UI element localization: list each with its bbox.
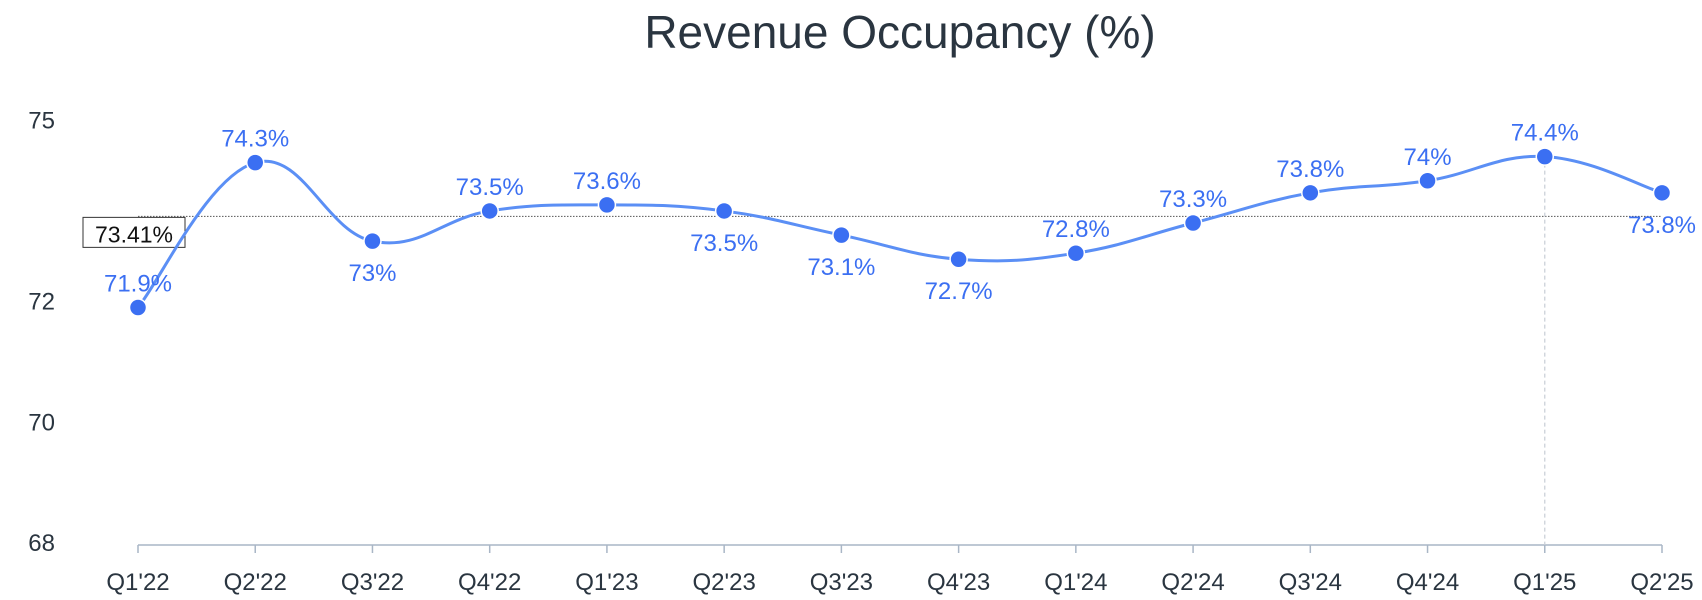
- chart-title: Revenue Occupancy (%): [644, 6, 1155, 58]
- data-point[interactable]: [1418, 171, 1437, 190]
- data-label: 72.8%: [1042, 216, 1110, 243]
- data-point[interactable]: [1301, 183, 1320, 203]
- x-tick-label: Q3'23: [810, 569, 873, 596]
- x-tick-label: Q1'25: [1513, 569, 1576, 596]
- data-point[interactable]: [597, 195, 617, 215]
- data-points[interactable]: [128, 147, 1672, 317]
- data-point[interactable]: [1652, 183, 1672, 203]
- x-tick-label: Q2'23: [693, 569, 756, 596]
- data-point[interactable]: [949, 249, 968, 269]
- x-tick-label: Q4'24: [1396, 569, 1459, 596]
- data-labels: 71.9% 74.3% 73% 73.5% 73.6% 73.5% 73.1% 72.7% 72…: [104, 120, 1696, 306]
- data-label: 73.8%: [1628, 212, 1696, 239]
- data-label: 73%: [348, 260, 396, 287]
- y-tick-label: 72: [28, 289, 55, 316]
- data-label: 74.3%: [221, 126, 289, 153]
- data-label: 74%: [1404, 144, 1452, 171]
- x-tick-label: Q3'22: [341, 569, 404, 596]
- x-tick-label: Q2'24: [1161, 569, 1224, 596]
- data-point[interactable]: [832, 225, 851, 245]
- reference-lines: 73.41%: [82, 156, 1662, 545]
- y-tick-label: 68: [28, 530, 55, 557]
- data-point[interactable]: [1535, 147, 1555, 166]
- data-label: 74.4%: [1511, 120, 1579, 147]
- data-point[interactable]: [1066, 243, 1086, 263]
- data-label: 73.1%: [807, 254, 875, 281]
- data-label: 73.3%: [1159, 186, 1227, 213]
- data-point[interactable]: [245, 153, 265, 172]
- x-tick-label: Q2'25: [1630, 569, 1693, 596]
- data-point[interactable]: [363, 231, 382, 251]
- data-label: 71.9%: [104, 271, 172, 298]
- data-label: 72.7%: [925, 278, 993, 305]
- x-tick-label: Q2'22: [224, 569, 287, 596]
- data-label: 73.5%: [456, 174, 524, 201]
- average-label-box: [82, 216, 186, 248]
- average-label: 73.41%: [95, 221, 173, 247]
- data-point[interactable]: [714, 201, 734, 221]
- y-tick-label: 75: [28, 107, 55, 134]
- x-tick-label: Q1'24: [1044, 569, 1107, 596]
- y-axis: 68 70 72 75: [28, 107, 55, 557]
- data-point[interactable]: [480, 201, 499, 221]
- x-tick-label: Q3'24: [1279, 569, 1342, 596]
- data-point[interactable]: [128, 298, 148, 317]
- data-label: 73.5%: [690, 230, 758, 257]
- series-line-group: [136, 154, 1663, 309]
- data-label: 73.8%: [1276, 156, 1344, 183]
- x-tick-label: Q1'22: [106, 569, 169, 596]
- x-tick-label: Q4'23: [927, 569, 990, 596]
- y-tick-label: 70: [28, 409, 55, 436]
- series-line: [136, 154, 1663, 309]
- x-axis: Q1'22 Q2'22 Q3'22 Q4'22 Q1'23 Q2'23 Q3'23 Q4'23…: [106, 544, 1694, 596]
- data-label: 73.6%: [573, 168, 641, 195]
- data-point[interactable]: [1183, 213, 1203, 233]
- x-tick-label: Q4'22: [458, 569, 521, 596]
- x-tick-label: Q1'23: [575, 569, 638, 596]
